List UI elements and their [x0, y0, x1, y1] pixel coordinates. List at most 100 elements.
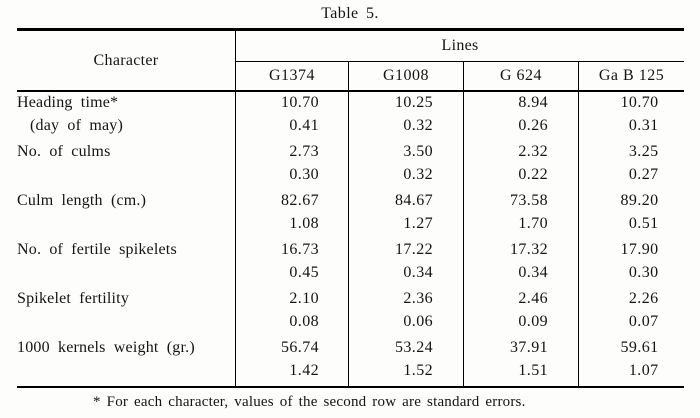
mean-value: 2.73 — [289, 143, 319, 160]
se-value: 0.45 — [289, 263, 319, 281]
value-cell: 16.73 0.45 — [235, 239, 348, 288]
value-cell: 73.58 1.70 — [463, 190, 578, 239]
mean-value: 2.10 — [289, 290, 319, 307]
se-value: 0.07 — [628, 312, 659, 330]
se-value: 0.34 — [403, 263, 433, 281]
value-cell: 17.22 0.34 — [348, 239, 463, 288]
row-label: No. of culms — [17, 143, 111, 160]
value-cell: 2.73 0.30 — [235, 141, 348, 190]
value-cell: 10.70 0.31 — [578, 92, 684, 141]
se-value: 1.08 — [289, 214, 319, 232]
row-label-cell: Culm length (cm.) — [17, 190, 235, 239]
mean-value: 37.91 — [510, 339, 548, 356]
data-table: Character Lines G1374 G1008 G 624 Ga B 1… — [17, 28, 685, 388]
value-cell: 10.70 0.41 — [235, 92, 348, 141]
value-cell: 17.32 0.34 — [463, 239, 578, 288]
value-cell: 53.24 1.52 — [348, 337, 463, 386]
row-sublabel: (day of may) — [30, 116, 124, 134]
table-header: Character Lines G1374 G1008 G 624 Ga B 1… — [17, 31, 685, 92]
row-label-cell: No. of culms — [17, 141, 235, 190]
mean-value: 17.32 — [510, 241, 548, 258]
se-value: 0.32 — [403, 165, 433, 183]
value-cell: 3.25 0.27 — [578, 141, 684, 190]
mean-value: 2.26 — [628, 290, 659, 307]
row-label: No. of fertile spikelets — [17, 241, 177, 258]
column-header-g624: G 624 — [463, 62, 578, 92]
header-row-lines: Character Lines — [17, 31, 685, 92]
se-value: 1.42 — [289, 361, 319, 379]
mean-value: 10.25 — [395, 94, 433, 111]
column-header-g1374: G1374 — [235, 62, 348, 92]
value-cell: 2.46 0.09 — [463, 288, 578, 337]
value-cell: 17.90 0.30 — [578, 239, 684, 288]
se-value: 1.27 — [403, 214, 433, 232]
header-row-line-names: G1374 G1008 G 624 Ga B 125 — [17, 62, 685, 92]
row-label-cell: 1000 kernels weight (gr.) — [17, 337, 235, 386]
mean-value: 8.94 — [518, 94, 548, 111]
se-value: 0.08 — [289, 312, 319, 330]
value-cell: 10.25 0.32 — [348, 92, 463, 141]
row-label: Culm length (cm.) — [17, 192, 147, 209]
value-cell: 2.32 0.22 — [463, 141, 578, 190]
se-value: 0.22 — [518, 165, 548, 183]
value-cell: 56.74 1.42 — [235, 337, 348, 386]
mean-value: 3.50 — [403, 143, 433, 160]
character-column-header: Character — [17, 31, 235, 92]
value-cell: 3.50 0.32 — [348, 141, 463, 190]
table-row-culm-length: Culm length (cm.) 82.67 1.08 84.67 1.27 … — [17, 190, 684, 239]
table-row-kernel-weight: 1000 kernels weight (gr.) 56.74 1.42 53.… — [17, 337, 684, 386]
se-value: 0.41 — [289, 116, 319, 134]
se-value: 0.30 — [628, 263, 659, 281]
se-value: 1.52 — [403, 361, 433, 379]
row-label-cell: No. of fertile spikelets — [17, 239, 235, 288]
se-value: 0.27 — [628, 165, 659, 183]
table-row-fertile-spikelets: No. of fertile spikelets 16.73 0.45 17.2… — [17, 239, 684, 288]
table-row-spikelet-fertility: Spikelet fertility 2.10 0.08 2.36 0.06 2… — [17, 288, 684, 337]
value-cell: 2.36 0.06 — [348, 288, 463, 337]
mean-value: 82.67 — [281, 192, 319, 209]
se-value: 0.30 — [289, 165, 319, 183]
value-cell: 37.91 1.51 — [463, 337, 578, 386]
se-value: 0.51 — [628, 214, 659, 232]
se-value: 0.31 — [628, 116, 659, 134]
se-value: 0.26 — [518, 116, 548, 134]
table-title: Table 5. — [321, 5, 379, 22]
mean-value: 2.36 — [403, 290, 433, 307]
mean-value: 3.25 — [628, 143, 659, 160]
table-footnote: * For each character, values of the seco… — [93, 394, 526, 410]
mean-value: 53.24 — [395, 339, 433, 356]
value-cell: 82.67 1.08 — [235, 190, 348, 239]
mean-value: 17.22 — [395, 241, 433, 258]
se-value: 1.70 — [518, 214, 548, 232]
mean-value: 56.74 — [281, 339, 319, 356]
mean-value: 2.46 — [518, 290, 548, 307]
row-label: Spikelet fertility — [17, 290, 130, 307]
column-header-gab125: Ga B 125 — [578, 62, 685, 92]
se-value: 0.09 — [518, 312, 548, 330]
mean-value: 10.70 — [281, 94, 319, 111]
row-label: 1000 kernels weight (gr.) — [17, 339, 195, 356]
se-value: 0.34 — [518, 263, 548, 281]
se-value: 1.51 — [518, 361, 548, 379]
table-row-no-of-culms: No. of culms 2.73 0.30 3.50 0.32 2.32 0.… — [17, 141, 684, 190]
se-value: 0.06 — [403, 312, 433, 330]
row-label-cell: Heading time* (day of may) — [17, 92, 235, 141]
lines-group-header: Lines — [235, 31, 685, 62]
value-cell: 2.26 0.07 — [578, 288, 684, 337]
mean-value: 2.32 — [518, 143, 548, 160]
mean-value: 89.20 — [620, 192, 659, 209]
mean-value: 10.70 — [620, 94, 659, 111]
value-cell: 2.10 0.08 — [235, 288, 348, 337]
se-value: 0.32 — [403, 116, 433, 134]
value-cell: 89.20 0.51 — [578, 190, 684, 239]
value-cell: 59.61 1.07 — [578, 337, 684, 386]
column-header-g1008: G1008 — [348, 62, 463, 92]
table-row-heading-time: Heading time* (day of may) 10.70 0.41 10… — [17, 92, 684, 141]
mean-value: 59.61 — [620, 339, 659, 356]
value-cell: 84.67 1.27 — [348, 190, 463, 239]
table-body: Heading time* (day of may) 10.70 0.41 10… — [17, 92, 684, 386]
row-label: Heading time* — [17, 94, 119, 111]
mean-value: 16.73 — [281, 241, 319, 258]
se-value: 1.07 — [628, 361, 659, 379]
